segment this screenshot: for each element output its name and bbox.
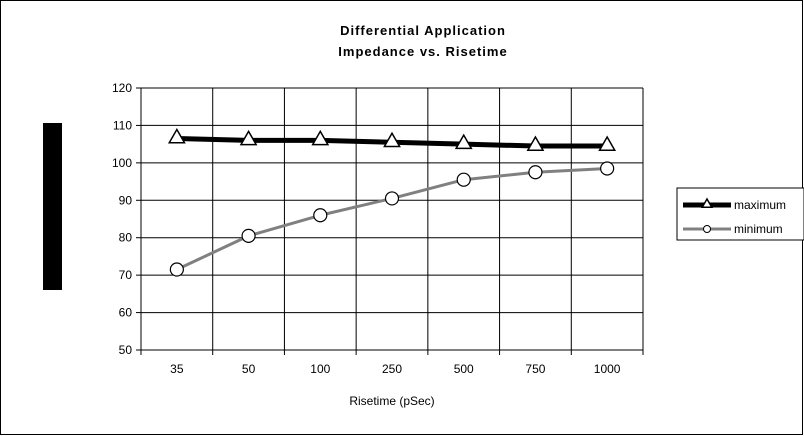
data-point-minimum: [241, 228, 256, 243]
grid: [141, 87, 644, 350]
data-point-maximum: [311, 129, 330, 146]
y-tick-label: 70: [119, 268, 133, 282]
x-tick-label: 35: [170, 362, 184, 376]
legend-marker-minimum: [703, 225, 711, 233]
chart-title: Differential Application: [340, 23, 506, 38]
legend: [676, 187, 804, 241]
y-tick-label: 100: [112, 156, 132, 170]
data-point-maximum: [454, 133, 473, 150]
y-axis-label-bar: [43, 123, 62, 290]
y-tick-label: 50: [119, 343, 133, 357]
data-point-maximum: [239, 129, 258, 146]
plot-area: [141, 88, 643, 350]
y-tick-label: 90: [119, 193, 133, 207]
data-point-minimum: [456, 172, 471, 187]
y-tick-label: 110: [113, 118, 132, 132]
x-axis-label: Risetime (pSec): [349, 394, 434, 408]
x-tick-label: 1000: [594, 362, 621, 376]
data-point-maximum: [526, 135, 545, 151]
tick-labels: 50 60 70 80 90 100 110 120 35 50 100 250 500 750 1000: [112, 81, 621, 376]
x-tick-label: 100: [310, 362, 330, 376]
y-tick-label: 80: [119, 231, 133, 245]
chart-subtitle: Impedance vs. Risetime: [338, 44, 507, 59]
data-point-maximum: [598, 135, 617, 151]
x-tick-label: 750: [525, 362, 545, 376]
axes: [136, 87, 644, 355]
y-tick-label: 60: [119, 306, 133, 320]
legend-label-maximum: maximum: [734, 198, 786, 212]
data-point-minimum: [313, 208, 328, 223]
x-tick-label: 500: [454, 362, 474, 376]
data-point-maximum: [167, 128, 186, 144]
legend-marker-maximum: [700, 197, 714, 208]
data-point-minimum: [600, 161, 615, 176]
y-tick-label: 120: [112, 81, 132, 95]
data-point-minimum: [528, 165, 543, 180]
series: [167, 128, 617, 277]
data-point-minimum: [169, 262, 184, 277]
legend-label-minimum: minimum: [734, 222, 783, 236]
x-tick-label: 50: [242, 362, 256, 376]
legend-items: maximum minimum: [683, 197, 786, 236]
data-point-maximum: [383, 131, 401, 148]
data-point-minimum: [384, 191, 400, 206]
x-tick-label: 250: [382, 362, 402, 376]
